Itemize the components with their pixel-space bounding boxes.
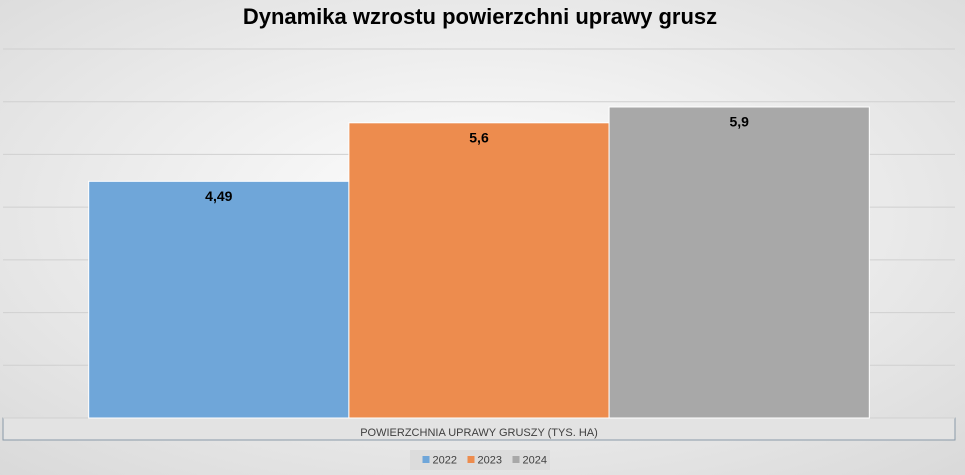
legend-box [410,450,550,470]
legend-label: 2022 [433,454,457,466]
legend-label: 2024 [523,454,547,466]
bar [88,180,350,419]
legend-swatch [512,456,520,463]
bar [608,106,870,419]
legend-label: 2023 [478,454,502,466]
x-tick-label: POWIERZCHNIA UPRAWY GRUSZY (TYS. HA) [360,427,598,439]
chart-title: Dynamika wzrostu powierzchni uprawy grus… [243,4,717,29]
data-label: 5,9 [729,114,749,130]
legend-swatch [422,456,430,463]
legend-swatch [467,456,475,463]
bar [348,122,610,419]
data-label: 5,6 [469,130,489,146]
data-label: 4,49 [205,188,232,204]
